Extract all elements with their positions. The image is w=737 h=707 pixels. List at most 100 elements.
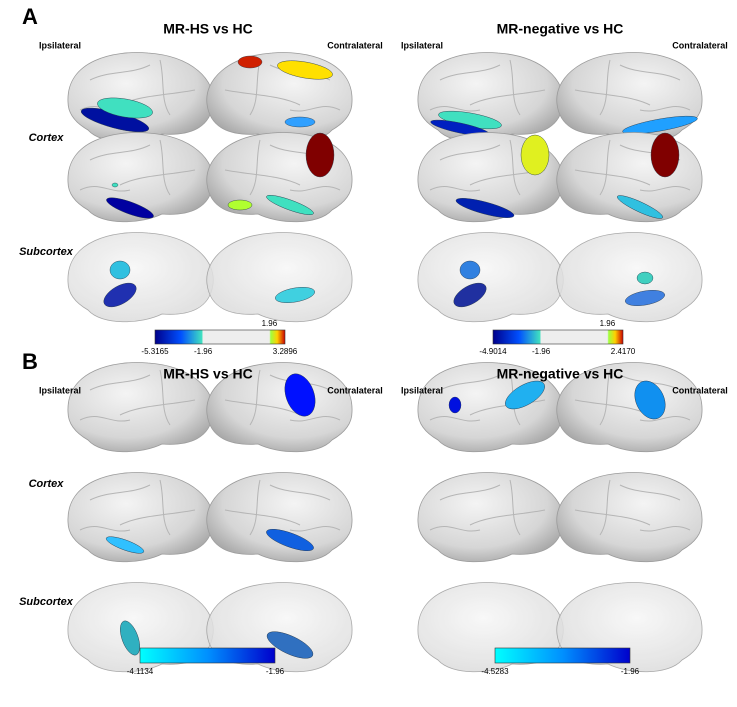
colorbar-label: 3.2896 [273,347,298,356]
brain [206,472,353,563]
side-label: Ipsilateral [401,40,443,50]
region [106,197,154,219]
brain-surface [417,472,564,563]
colorbar-label: 1.96 [262,319,278,328]
brain [417,132,564,223]
sulcus [289,525,341,532]
colorbar-label: 1.96 [600,319,616,328]
sulcus [119,509,196,526]
sulcus [469,89,546,106]
sulcus [509,59,521,116]
colorbar-label: -1.96 [194,347,213,356]
colorbar [492,329,624,345]
sulcus [89,144,151,161]
region [622,115,698,135]
brain [556,232,703,323]
colorbar [494,647,631,664]
sulcus [439,374,501,391]
sulcus [429,105,481,112]
panel-label: B [22,349,38,374]
row-label: Cortex [29,478,65,490]
sulcus [469,509,546,526]
sulcus [574,169,651,186]
brain [556,132,703,223]
sulcus [89,374,151,391]
brain [206,362,353,453]
region [284,373,316,417]
comparison-title: MR-negative vs HC [497,21,624,37]
colorbar-label: -4.1134 [127,667,154,676]
sulcus [269,484,331,501]
sulcus [509,479,521,536]
row-label: Subcortex [19,246,74,258]
region [284,116,316,128]
brain [206,132,353,223]
brain [67,362,214,453]
sulcus [599,59,611,116]
brain [67,132,214,223]
region [636,271,654,285]
colorbar [154,329,286,345]
brain-surface [67,232,214,323]
sulcus [439,484,501,501]
comparison-title: MR-HS vs HC [163,366,252,382]
colorbar-label: -5.3165 [141,347,169,356]
comparison-title: MR-HS vs HC [163,21,252,37]
sulcus [599,479,611,536]
region [103,282,137,308]
sulcus [249,369,261,426]
side-label: Contralateral [672,40,728,50]
sulcus [224,169,301,186]
sulcus [249,479,261,536]
colorbar-label: -4.5283 [481,667,509,676]
sulcus [429,525,481,532]
sulcus [289,415,341,422]
colorbar-label: -1.96 [532,347,551,356]
panel-label: A [22,4,38,29]
sulcus [574,509,651,526]
brain [67,472,214,563]
brain [556,52,703,143]
region [120,620,140,656]
sulcus [429,415,481,422]
sulcus [159,59,171,116]
brain [556,472,703,563]
comparison-title: MR-negative vs HC [497,366,624,382]
sulcus [79,185,131,192]
region [266,529,314,551]
colorbar-label: -4.9014 [479,347,507,356]
sulcus [619,484,681,501]
brain [417,52,564,143]
side-label: Ipsilateral [39,385,81,395]
sulcus [289,105,341,112]
brain [67,232,214,323]
sulcus [79,415,131,422]
sulcus [599,369,611,426]
sulcus [159,139,171,196]
colorbar-label: 2.4170 [611,347,636,356]
region [275,287,315,303]
brain-surface [417,232,564,323]
region [105,536,145,554]
sulcus [599,139,611,196]
side-label: Ipsilateral [39,40,81,50]
brain [556,362,703,453]
sulcus [639,525,691,532]
region [277,60,333,80]
brain-surface [206,232,353,323]
sulcus [79,525,131,532]
region [459,260,481,280]
sulcus [224,399,301,416]
region [448,396,462,414]
brain-surface [556,232,703,323]
side-label: Ipsilateral [401,385,443,395]
sulcus [639,105,691,112]
sulcus [639,185,691,192]
region [97,97,153,119]
region [455,198,515,218]
region [634,380,666,420]
region [625,290,665,306]
brain [67,52,214,143]
brain-surface [206,472,353,563]
sulcus [439,144,501,161]
